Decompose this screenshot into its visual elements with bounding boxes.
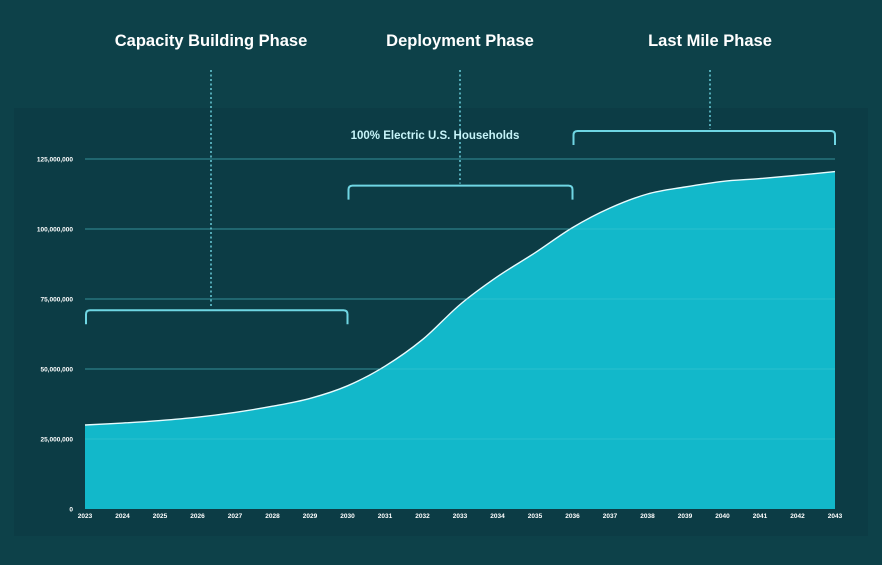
phase-title-capacity-building: Capacity Building Phase bbox=[114, 32, 308, 50]
x-tick-label-2024: 2024 bbox=[115, 513, 130, 520]
x-tick-label-2032: 2032 bbox=[415, 513, 430, 520]
series-area bbox=[85, 171, 835, 509]
phase-bracket-1 bbox=[347, 184, 574, 200]
x-tick-label-2036: 2036 bbox=[565, 513, 580, 520]
y-tick-label-1: 25,000,000 bbox=[40, 437, 73, 444]
y-tick-label-5: 125,000,000 bbox=[37, 157, 74, 164]
x-tick-label-2043: 2043 bbox=[828, 513, 843, 520]
x-tick-label-2029: 2029 bbox=[303, 513, 318, 520]
x-tick-label-2042: 2042 bbox=[790, 513, 805, 520]
x-tick-label-2037: 2037 bbox=[603, 513, 618, 520]
x-tick-label-2027: 2027 bbox=[228, 513, 243, 520]
x-tick-label-2033: 2033 bbox=[453, 513, 468, 520]
y-tick-label-0: 0 bbox=[69, 507, 73, 514]
x-tick-label-2041: 2041 bbox=[753, 513, 768, 520]
phase-bracket-0 bbox=[85, 309, 349, 325]
x-tick-label-2031: 2031 bbox=[378, 513, 393, 520]
x-tick-label-2026: 2026 bbox=[190, 513, 205, 520]
phase-title-deployment: Deployment Phase bbox=[386, 32, 534, 50]
y-tick-label-4: 100,000,000 bbox=[37, 227, 74, 234]
x-tick-label-2040: 2040 bbox=[715, 513, 730, 520]
x-tick-label-2023: 2023 bbox=[78, 513, 93, 520]
series-line bbox=[84, 170, 836, 426]
x-tick-label-2025: 2025 bbox=[153, 513, 168, 520]
x-tick-label-2038: 2038 bbox=[640, 513, 655, 520]
annotation-100-percent-electric: 100% Electric U.S. Households bbox=[351, 130, 520, 142]
phase-bracket-2 bbox=[572, 130, 836, 145]
y-tick-label-3: 75,000,000 bbox=[40, 297, 73, 304]
x-tick-label-2039: 2039 bbox=[678, 513, 693, 520]
x-tick-label-2034: 2034 bbox=[490, 513, 505, 520]
y-tick-label-2: 50,000,000 bbox=[40, 367, 73, 374]
x-tick-label-2028: 2028 bbox=[265, 513, 280, 520]
x-tick-label-2030: 2030 bbox=[340, 513, 355, 520]
x-tick-label-2035: 2035 bbox=[528, 513, 543, 520]
phase-title-last-mile: Last Mile Phase bbox=[648, 32, 772, 50]
